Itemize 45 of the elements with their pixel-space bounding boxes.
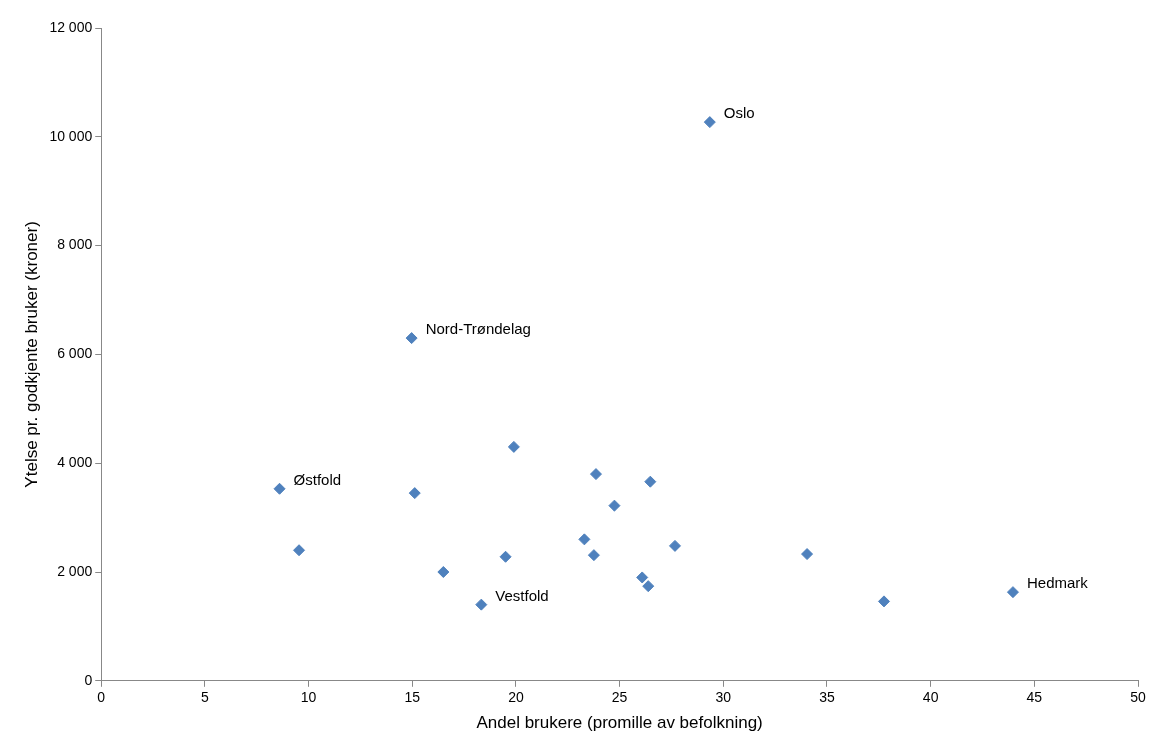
x-tick-label: 25 [611, 689, 628, 706]
x-axis-title: Andel brukere (promille av befolkning) [476, 713, 763, 733]
point [587, 549, 600, 562]
x-tick-label: 5 [201, 689, 209, 706]
point [405, 332, 418, 345]
y-tick-label: 0 [84, 671, 93, 688]
x-tick-label: 20 [508, 689, 524, 706]
point [437, 566, 450, 578]
x-tick-label: 10 [300, 689, 317, 706]
point [703, 116, 716, 129]
x-tick-label: 15 [404, 689, 421, 706]
y-tick-label: 6 000 [57, 345, 93, 362]
y-tick-label: 8 000 [57, 236, 93, 253]
point [475, 598, 488, 611]
annotation: Hedmark [1026, 574, 1089, 592]
y-axis-title: Ytelse pr. godkjente bruker (kroner) [21, 221, 41, 488]
point [273, 482, 286, 495]
point [507, 440, 520, 453]
point [578, 533, 591, 546]
annotation: Nord-Trøndelag [425, 320, 531, 338]
x-tick-label: 30 [715, 689, 732, 706]
point [499, 550, 512, 563]
point [642, 580, 655, 593]
point [408, 487, 421, 500]
y-tick-label: 2 000 [57, 562, 93, 579]
annotation: Oslo [723, 104, 755, 122]
point [608, 499, 621, 512]
point [668, 539, 681, 552]
x-tick-label: 0 [97, 689, 106, 706]
point [801, 548, 814, 561]
x-tick-label: 35 [819, 689, 835, 706]
point [636, 571, 649, 584]
x-tick-label: 40 [922, 689, 939, 706]
point [644, 475, 657, 488]
annotation: Vestfold [495, 586, 549, 604]
point [1006, 586, 1019, 599]
point [589, 468, 602, 481]
y-tick-label: 4 000 [57, 454, 93, 471]
point [293, 544, 306, 557]
y-tick-label: 10 000 [49, 127, 93, 144]
annotation: Østfold [293, 470, 342, 488]
x-tick-label: 50 [1130, 689, 1146, 706]
y-tick-label: 12 000 [49, 18, 93, 35]
x-tick-label: 45 [1026, 689, 1043, 706]
point [877, 595, 890, 608]
